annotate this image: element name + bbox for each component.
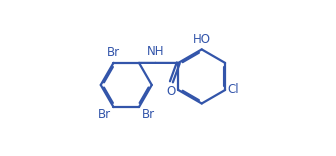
Text: Br: Br xyxy=(107,46,120,59)
Text: Br: Br xyxy=(141,108,155,121)
Text: Cl: Cl xyxy=(227,83,239,96)
Text: O: O xyxy=(167,85,176,98)
Text: HO: HO xyxy=(193,33,211,46)
Text: Br: Br xyxy=(98,108,111,121)
Text: NH: NH xyxy=(147,45,164,58)
